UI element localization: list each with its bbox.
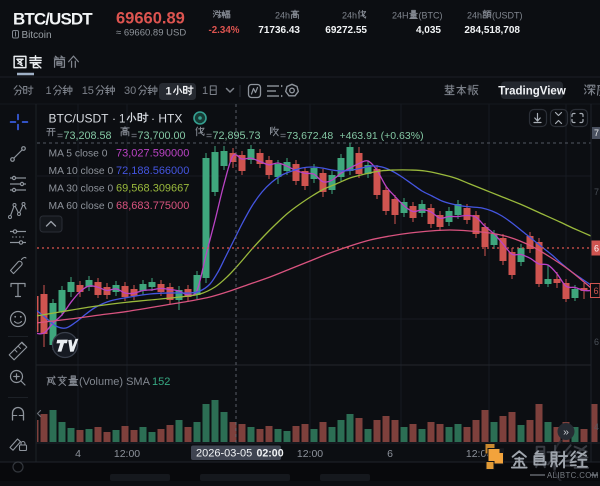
svg-text:(Volume) SMA: (Volume) SMA: [79, 376, 151, 388]
svg-text:69660.89: 69660.89: [116, 10, 185, 28]
svg-text:24H: 24H: [392, 11, 409, 21]
svg-text:73,208.58: 73,208.58: [64, 130, 112, 142]
svg-text:Bitcoin: Bitcoin: [22, 30, 52, 41]
svg-text:=: =: [206, 130, 212, 142]
svg-text:BTC/USDT: BTC/USDT: [49, 112, 110, 126]
svg-text:≈ 69660.89 USD: ≈ 69660.89 USD: [116, 28, 186, 39]
svg-text:=: =: [57, 130, 63, 142]
svg-text:4,035: 4,035: [416, 25, 441, 36]
svg-text:1: 1: [119, 114, 125, 126]
svg-text:MA 5 close 0: MA 5 close 0: [49, 149, 108, 160]
svg-text:24h: 24h: [467, 11, 482, 21]
svg-text:2026-03-05: 2026-03-05: [196, 448, 252, 460]
svg-text:71736.43: 71736.43: [258, 25, 300, 36]
svg-text:-2.34%: -2.34%: [208, 25, 239, 36]
svg-text:7: 7: [594, 187, 599, 197]
svg-text:15: 15: [82, 85, 94, 97]
svg-text:TradingView: TradingView: [498, 86, 566, 98]
svg-text:24h: 24h: [342, 11, 357, 21]
svg-text:68,683.775000: 68,683.775000: [116, 200, 189, 212]
svg-text:69272.55: 69272.55: [325, 25, 367, 36]
svg-text:73,027.590000: 73,027.590000: [116, 148, 189, 160]
svg-text:12:00: 12:00: [114, 448, 140, 460]
svg-text:73,700.00: 73,700.00: [138, 130, 186, 142]
svg-text:6: 6: [594, 286, 599, 296]
svg-text:6: 6: [594, 244, 599, 254]
svg-text:4: 4: [594, 422, 599, 432]
svg-text:=: =: [280, 130, 286, 142]
svg-text:(BTC): (BTC): [419, 11, 443, 21]
svg-text:73,672.48: 73,672.48: [287, 130, 334, 142]
svg-text:284,518,708: 284,518,708: [464, 25, 520, 36]
svg-text:·: ·: [112, 112, 116, 126]
svg-text:MA 60 close 0: MA 60 close 0: [49, 201, 114, 212]
svg-text:69,568.309667: 69,568.309667: [116, 183, 189, 195]
svg-text:4: 4: [75, 448, 81, 460]
svg-text:7: 7: [594, 128, 599, 138]
svg-text:BTC/USDT: BTC/USDT: [13, 10, 93, 29]
svg-text:ALIBTC.COM: ALIBTC.COM: [547, 471, 599, 480]
svg-text:MA 10 close 0: MA 10 close 0: [49, 166, 114, 177]
svg-text:=: =: [131, 130, 137, 142]
svg-text:1: 1: [166, 86, 172, 98]
svg-text:24h: 24h: [275, 11, 290, 21]
svg-text:· HTX: · HTX: [151, 112, 182, 126]
svg-text:»: »: [563, 426, 569, 438]
svg-text:72,895.73: 72,895.73: [213, 130, 261, 142]
svg-text:152: 152: [152, 376, 170, 388]
svg-text:(USDT): (USDT): [492, 11, 523, 21]
svg-text:6: 6: [387, 448, 393, 460]
svg-text:02:00: 02:00: [257, 448, 284, 460]
svg-text:30: 30: [124, 85, 136, 97]
svg-text:MA 30 close 0: MA 30 close 0: [49, 184, 114, 195]
svg-text:1: 1: [46, 85, 52, 97]
svg-text:6: 6: [594, 337, 599, 347]
svg-text:72,188.566000: 72,188.566000: [116, 165, 189, 177]
svg-text:1: 1: [202, 85, 208, 97]
svg-text:12:00: 12:00: [297, 448, 323, 460]
svg-text:+463.91 (+0.63%): +463.91 (+0.63%): [340, 130, 424, 142]
